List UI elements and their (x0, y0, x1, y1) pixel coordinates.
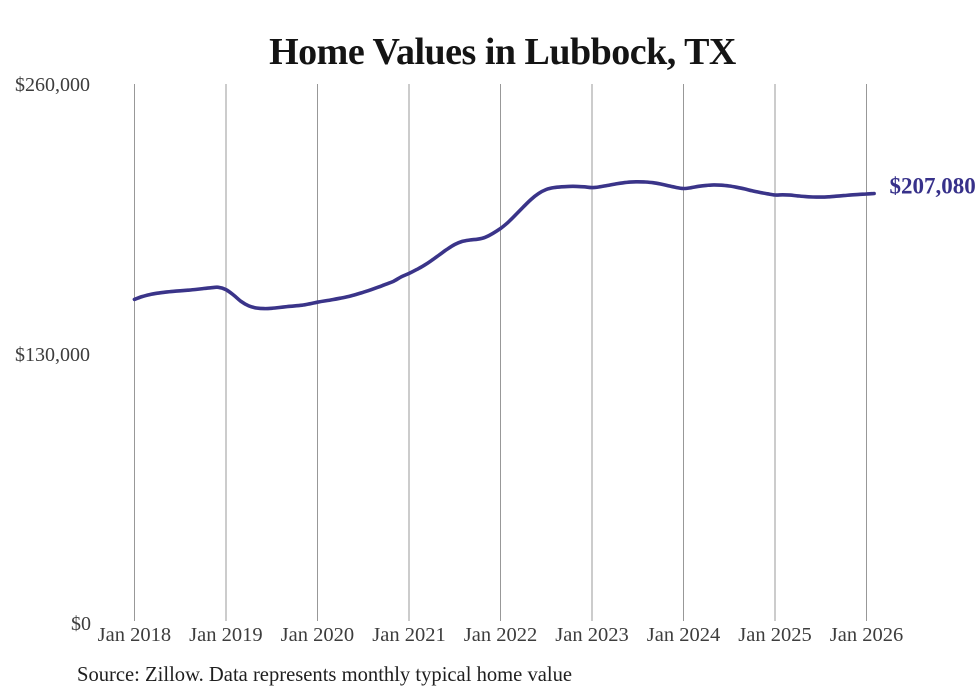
svg-text:$130,000: $130,000 (15, 344, 90, 366)
svg-text:$260,000: $260,000 (15, 74, 90, 96)
svg-text:Home Values in Lubbock, TX: Home Values in Lubbock, TX (269, 31, 736, 73)
svg-text:Jan 2019: Jan 2019 (189, 624, 262, 646)
svg-text:Jan 2023: Jan 2023 (555, 624, 628, 646)
svg-text:$0: $0 (71, 613, 91, 635)
svg-text:Jan 2024: Jan 2024 (647, 624, 720, 646)
svg-text:Jan 2025: Jan 2025 (738, 624, 811, 646)
svg-text:$207,080: $207,080 (890, 174, 976, 199)
svg-text:Source: Zillow. Data represent: Source: Zillow. Data represents monthly … (77, 664, 572, 686)
svg-text:Jan 2022: Jan 2022 (464, 624, 537, 646)
svg-text:Jan 2026: Jan 2026 (830, 624, 903, 646)
svg-text:Jan 2021: Jan 2021 (372, 624, 445, 646)
svg-text:Jan 2018: Jan 2018 (98, 624, 171, 646)
svg-text:Jan 2020: Jan 2020 (281, 624, 354, 646)
